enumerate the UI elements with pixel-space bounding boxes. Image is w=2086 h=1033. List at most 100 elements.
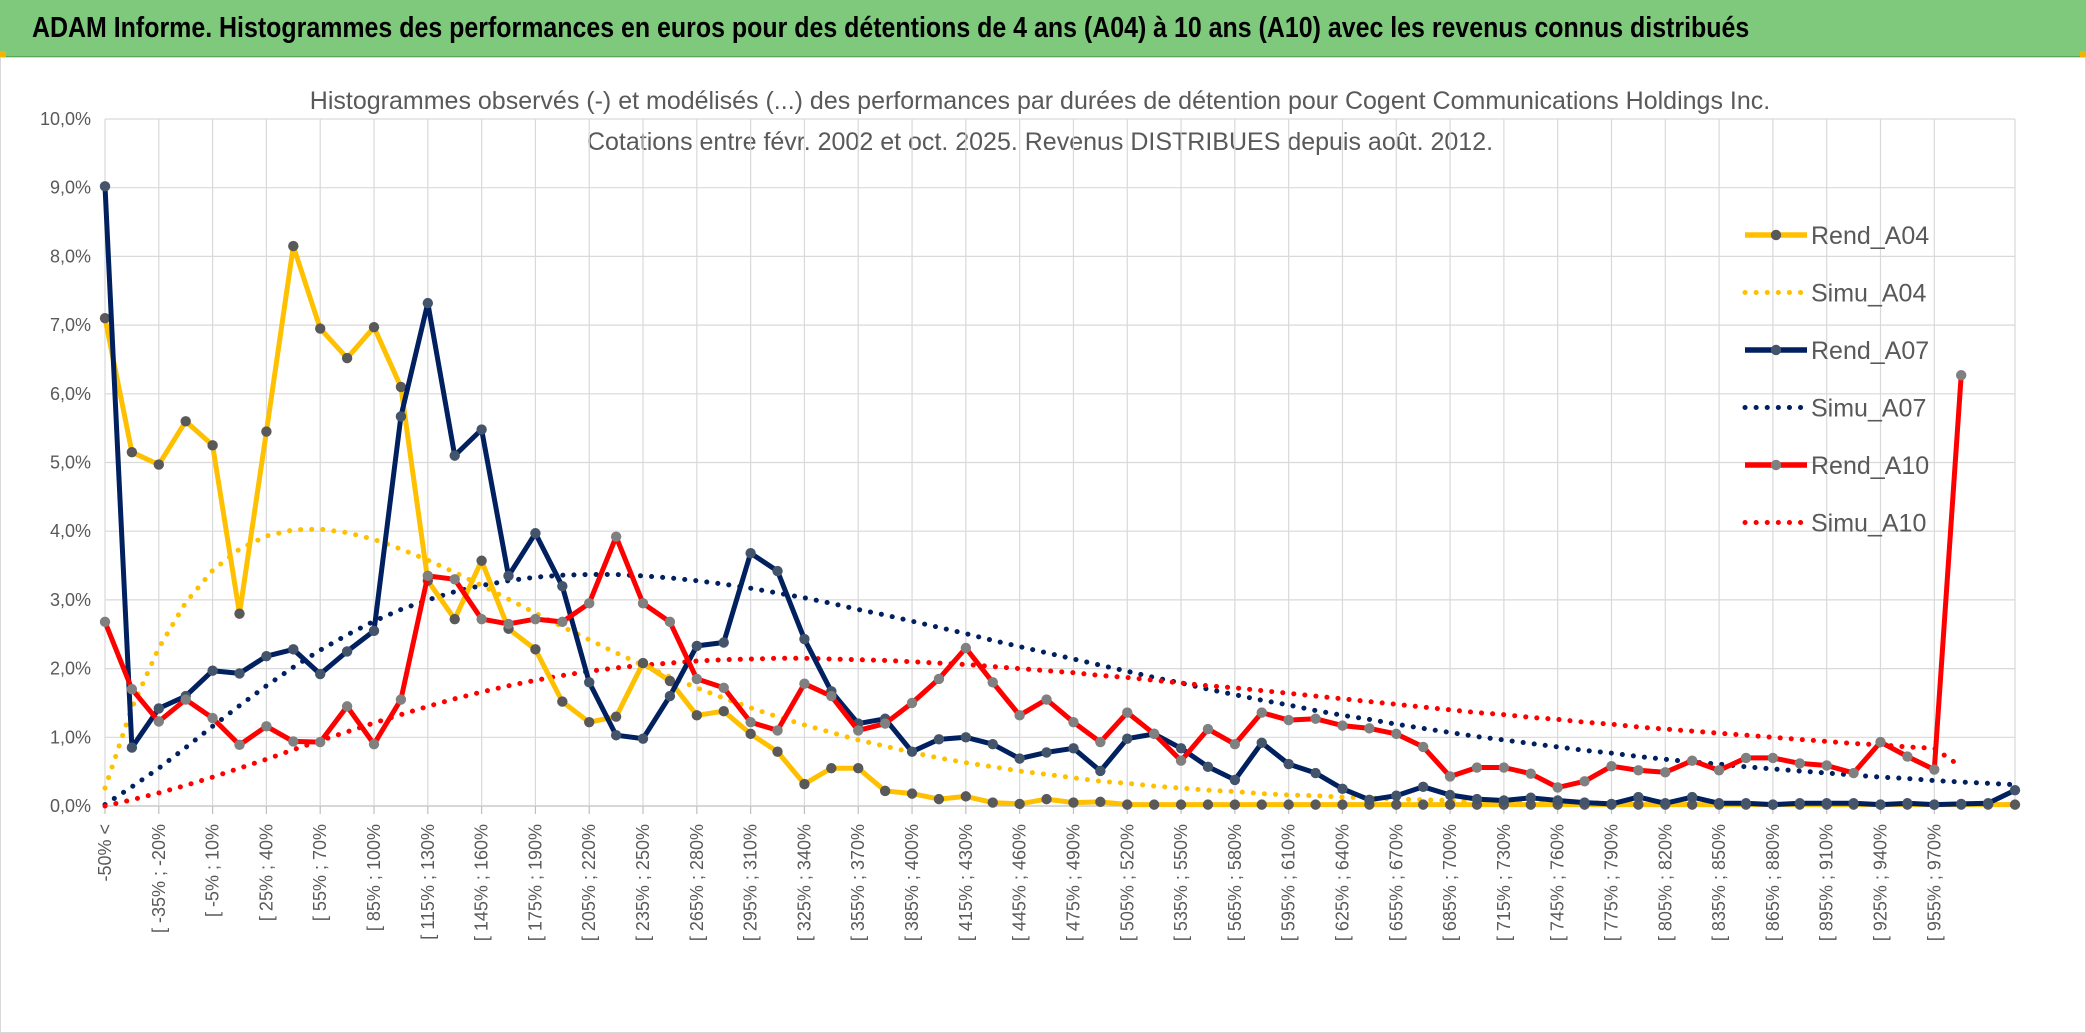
data-point xyxy=(1068,743,1079,754)
data-point xyxy=(1175,743,1187,754)
data-point xyxy=(476,613,487,625)
data-point xyxy=(718,705,729,717)
data-point xyxy=(1229,799,1241,810)
y-tick-label: 8,0% xyxy=(50,246,91,266)
data-point xyxy=(1821,760,1832,771)
data-point xyxy=(1202,723,1214,735)
data-point xyxy=(1283,714,1294,726)
x-tick-label: [ 55% ; 70% xyxy=(310,824,330,921)
data-point xyxy=(1686,799,1698,810)
data-point xyxy=(126,742,138,753)
data-point xyxy=(315,323,326,334)
data-point xyxy=(395,411,407,422)
data-point xyxy=(1794,758,1805,769)
data-point xyxy=(799,633,810,645)
data-point xyxy=(1122,707,1133,718)
x-tick-label: [ 475% ; 490% xyxy=(1063,824,1083,941)
data-point xyxy=(1525,768,1536,779)
legend-marker xyxy=(1770,344,1782,356)
data-point xyxy=(987,738,998,750)
data-point xyxy=(234,608,245,619)
data-point xyxy=(315,736,326,748)
x-tick-label: [ 85% ; 100% xyxy=(364,824,384,931)
chart-legend: Rend_A04 Simu_A04 Rend_A07 Simu_A07 Rend_A10… xyxy=(1742,222,1929,538)
data-point xyxy=(1095,796,1106,808)
data-point xyxy=(960,791,972,802)
data-point xyxy=(557,580,568,592)
data-point xyxy=(99,616,111,628)
data-point xyxy=(1633,799,1644,810)
y-tick-label: 4,0% xyxy=(50,521,91,541)
legend-marker xyxy=(1770,229,1782,241)
data-point xyxy=(1929,764,1940,775)
data-point xyxy=(422,297,434,309)
data-point xyxy=(718,682,729,694)
x-tick-label: [ 505% ; 520% xyxy=(1117,824,1137,941)
data-point xyxy=(1283,799,1294,810)
data-point xyxy=(234,668,245,679)
x-tick-label: [ -35% ; -20% xyxy=(149,824,169,933)
legend-item-Rend_A07: Rend_A07 xyxy=(1745,337,1929,365)
data-point xyxy=(449,574,460,585)
data-point xyxy=(745,547,756,559)
data-point xyxy=(584,598,595,609)
data-point xyxy=(933,734,945,745)
data-point xyxy=(1955,370,1967,381)
data-point xyxy=(1982,798,1994,809)
chart-series xyxy=(99,181,2021,810)
data-point xyxy=(1767,752,1779,764)
report-title: ADAM Informe. Histogrammes des performan… xyxy=(32,11,1750,44)
data-point xyxy=(1256,799,1267,810)
data-point xyxy=(341,646,353,657)
data-point xyxy=(207,712,218,724)
legend-label: Simu_A07 xyxy=(1811,395,1926,423)
data-point xyxy=(1848,767,1859,779)
data-point xyxy=(664,690,676,702)
data-point xyxy=(826,763,837,774)
data-point xyxy=(207,440,218,451)
data-point xyxy=(2009,784,2021,796)
x-tick-label: [ 145% ; 160% xyxy=(472,824,492,941)
data-point xyxy=(288,644,299,655)
data-point xyxy=(422,570,434,582)
x-tick-label: [ 205% ; 220% xyxy=(579,824,599,941)
data-point xyxy=(126,446,138,458)
data-point xyxy=(1417,781,1429,792)
data-point xyxy=(879,718,891,729)
data-point xyxy=(1256,707,1267,718)
data-point xyxy=(1875,736,1886,748)
data-point xyxy=(1337,783,1348,795)
y-tick-label: 6,0% xyxy=(50,384,91,404)
series-line-Rend_A10 xyxy=(102,372,1964,790)
data-point xyxy=(826,690,837,702)
data-point xyxy=(691,710,703,721)
data-point xyxy=(1041,793,1052,805)
report-banner: ADAM Informe. Histogrammes des performan… xyxy=(0,0,2086,57)
data-point xyxy=(1391,728,1402,740)
y-tick-label: 0,0% xyxy=(50,796,91,816)
data-point xyxy=(99,313,111,324)
x-tick-label: [ 415% ; 430% xyxy=(956,824,976,941)
x-tick-label: [ 25% ; 40% xyxy=(256,824,276,921)
data-point xyxy=(1606,798,1617,810)
data-point xyxy=(2009,799,2021,810)
data-point xyxy=(503,570,514,582)
data-point xyxy=(637,598,649,609)
legend-item-Simu_A07: Simu_A07 xyxy=(1742,395,1926,423)
data-point xyxy=(530,528,541,539)
data-point xyxy=(1310,799,1321,810)
data-point xyxy=(180,694,191,705)
data-point xyxy=(745,728,756,740)
y-tick-label: 3,0% xyxy=(50,590,91,610)
data-point xyxy=(1444,771,1456,782)
data-point xyxy=(153,716,165,727)
data-point xyxy=(1041,694,1052,705)
histogram-chart: Histogrammes observés (-) et modélisés (… xyxy=(40,87,2021,941)
data-point xyxy=(1902,798,1913,809)
data-point xyxy=(584,677,595,688)
data-point xyxy=(772,565,783,577)
x-tick-label: [ 175% ; 190% xyxy=(525,824,545,941)
data-point xyxy=(126,684,138,695)
data-point xyxy=(1525,792,1536,803)
data-point xyxy=(1122,799,1133,810)
